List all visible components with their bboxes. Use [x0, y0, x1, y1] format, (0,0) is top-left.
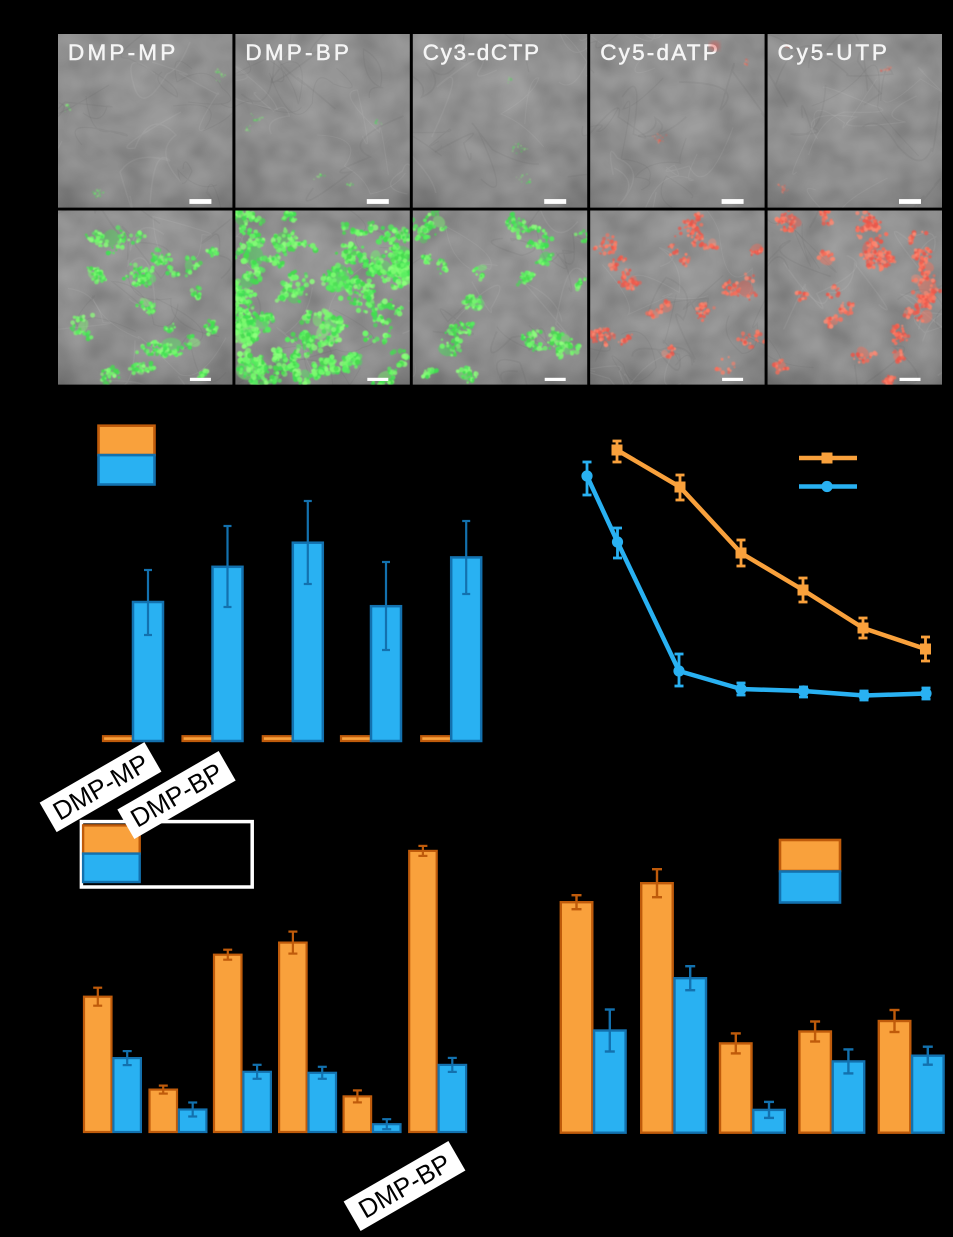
svg-text:Cy3-dCTP: Cy3-dCTP: [423, 40, 541, 65]
svg-text:Cy5-UTP: Cy5-UTP: [778, 40, 890, 65]
svg-text:Cy5-dATP: Cy5-dATP: [600, 40, 720, 65]
svg-text:DMP-BP: DMP-BP: [245, 40, 352, 65]
svg-text:DMP-MP: DMP-MP: [68, 40, 178, 65]
